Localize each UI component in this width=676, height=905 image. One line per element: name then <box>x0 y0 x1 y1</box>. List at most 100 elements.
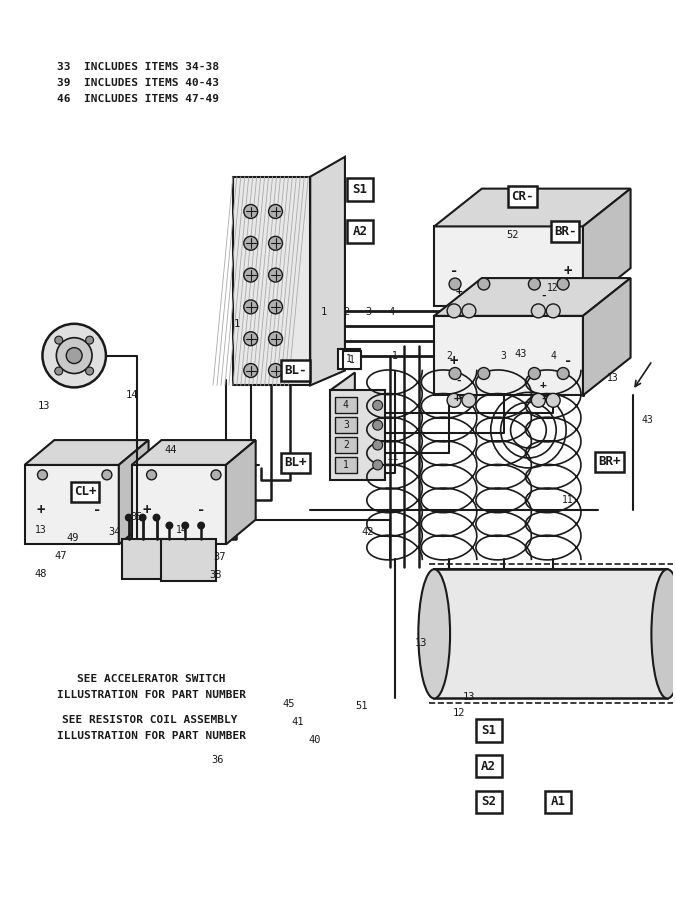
Circle shape <box>153 514 160 521</box>
Text: 3: 3 <box>501 350 506 360</box>
Text: 13: 13 <box>607 374 619 384</box>
Polygon shape <box>24 465 119 545</box>
Text: -: - <box>564 354 573 367</box>
Circle shape <box>268 205 283 218</box>
Text: +: + <box>450 354 458 367</box>
Text: 3: 3 <box>366 307 372 317</box>
Text: 42: 42 <box>362 527 375 537</box>
Text: 48: 48 <box>34 569 47 579</box>
Bar <box>347 220 372 243</box>
Text: 38: 38 <box>210 570 222 580</box>
Bar <box>508 186 537 207</box>
Bar <box>338 348 360 368</box>
Text: 1: 1 <box>343 460 349 470</box>
Text: +: + <box>143 502 151 517</box>
Circle shape <box>181 521 189 529</box>
Circle shape <box>372 400 383 410</box>
Circle shape <box>557 278 569 290</box>
Circle shape <box>55 367 63 375</box>
Text: 44: 44 <box>164 444 176 455</box>
Circle shape <box>147 470 157 480</box>
Bar <box>476 791 502 813</box>
Circle shape <box>211 470 221 480</box>
Bar <box>476 755 502 777</box>
Circle shape <box>268 236 283 251</box>
Text: SEE ACCELERATOR SWITCH: SEE ACCELERATOR SWITCH <box>77 673 226 683</box>
Bar <box>347 178 372 201</box>
Circle shape <box>125 514 132 521</box>
Circle shape <box>86 336 93 344</box>
Text: BR+: BR+ <box>598 455 621 469</box>
Bar <box>335 457 357 473</box>
Text: 35: 35 <box>130 512 143 522</box>
Circle shape <box>372 420 383 430</box>
Polygon shape <box>434 316 583 395</box>
Text: 13: 13 <box>34 525 47 535</box>
Text: S1: S1 <box>481 724 496 737</box>
Polygon shape <box>233 176 310 386</box>
Circle shape <box>529 367 540 379</box>
Bar <box>162 539 216 581</box>
Text: 1: 1 <box>346 354 352 364</box>
Polygon shape <box>434 226 583 306</box>
Circle shape <box>244 236 258 251</box>
Text: 11: 11 <box>562 495 574 505</box>
Circle shape <box>86 367 93 375</box>
Polygon shape <box>434 278 631 316</box>
Circle shape <box>244 268 258 282</box>
Circle shape <box>449 278 461 290</box>
Circle shape <box>546 394 560 407</box>
Circle shape <box>546 304 560 318</box>
Text: 13: 13 <box>415 638 427 648</box>
Text: 1: 1 <box>349 355 355 365</box>
Text: 43: 43 <box>642 415 653 425</box>
Text: SEE RESISTOR COIL ASSEMBLY: SEE RESISTOR COIL ASSEMBLY <box>62 715 237 725</box>
Text: 2: 2 <box>343 440 349 450</box>
Circle shape <box>462 304 476 318</box>
Polygon shape <box>330 373 385 480</box>
Text: 1: 1 <box>391 350 397 360</box>
Text: 39  INCLUDES ITEMS 40-43: 39 INCLUDES ITEMS 40-43 <box>57 78 219 89</box>
Circle shape <box>478 367 489 379</box>
Bar <box>596 452 624 472</box>
Text: 4: 4 <box>550 350 556 360</box>
Bar <box>476 719 502 741</box>
Text: 14: 14 <box>126 390 139 400</box>
Polygon shape <box>24 440 149 465</box>
Circle shape <box>447 394 461 407</box>
Bar <box>330 390 385 480</box>
Polygon shape <box>132 465 226 545</box>
Circle shape <box>478 278 489 290</box>
Polygon shape <box>434 188 631 226</box>
Text: 1: 1 <box>234 319 240 329</box>
Text: 2: 2 <box>446 350 452 360</box>
Circle shape <box>55 336 63 344</box>
Circle shape <box>43 324 106 387</box>
Text: BL-: BL- <box>284 364 307 377</box>
Circle shape <box>268 364 283 377</box>
Circle shape <box>244 205 258 218</box>
Text: S2: S2 <box>481 795 496 808</box>
Text: 37: 37 <box>213 552 226 562</box>
Text: -: - <box>93 502 101 517</box>
Polygon shape <box>310 157 345 386</box>
Polygon shape <box>583 188 631 306</box>
Text: -: - <box>197 502 206 517</box>
Text: +: + <box>454 394 460 404</box>
Circle shape <box>244 332 258 346</box>
Text: 40: 40 <box>308 736 321 746</box>
Text: S1: S1 <box>352 183 367 196</box>
Polygon shape <box>119 440 149 545</box>
Text: 51: 51 <box>355 701 368 711</box>
Text: 36: 36 <box>212 755 224 765</box>
Bar <box>71 481 99 502</box>
Bar <box>551 221 579 242</box>
Bar <box>281 360 310 381</box>
Text: 13: 13 <box>38 401 51 411</box>
Circle shape <box>139 514 147 521</box>
Circle shape <box>268 268 283 282</box>
Text: A1: A1 <box>551 795 566 808</box>
Text: -: - <box>540 291 547 301</box>
Text: A2: A2 <box>352 224 367 238</box>
Text: 1: 1 <box>321 307 327 317</box>
